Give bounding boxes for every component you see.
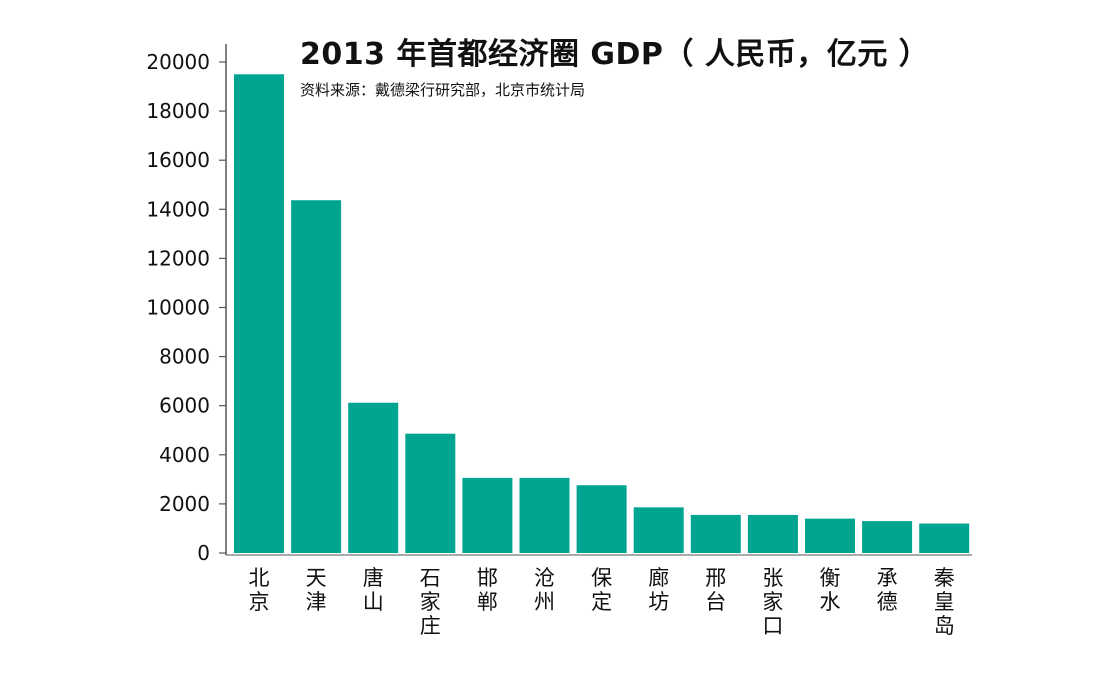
x-tick-label: 北京 (249, 566, 270, 614)
y-tick-label: 12000 (146, 246, 210, 270)
x-tick-label: 邯郸 (477, 566, 498, 614)
bar-1 (291, 200, 342, 554)
chart-subtitle: 资料来源：戴德梁行研究部，北京市统计局 (300, 81, 586, 99)
x-tick-label: 天津 (306, 566, 327, 614)
y-tick-label: 20000 (146, 50, 210, 74)
x-tick-label: 沧州 (534, 566, 555, 614)
y-tick-label: 18000 (146, 99, 210, 123)
title-block: 2013 年首都经济圈 GDP（ 人民币，亿元 ） 资料来源：戴德梁行研究部，北… (300, 38, 929, 99)
bar-11 (862, 521, 913, 553)
bar-12 (919, 523, 970, 553)
bar-8 (690, 514, 741, 553)
y-tick-label: 2000 (159, 492, 210, 516)
y-tick-label: 6000 (159, 394, 210, 418)
y-tick-label: 4000 (159, 443, 210, 467)
x-tick-label: 张家口 (762, 566, 783, 638)
y-ticks: 0 2000 4000 6000 8000 10000 12000 14000 16000 180… (146, 50, 226, 565)
x-tick-label: 廊坊 (648, 566, 669, 614)
y-tick-label: 10000 (146, 296, 210, 320)
bar-10 (805, 518, 855, 553)
x-tick-label: 承德 (877, 566, 898, 614)
x-tick-label: 衡水 (820, 566, 841, 614)
bar-6 (576, 485, 627, 553)
y-tick-label: 8000 (159, 345, 210, 369)
bar-9 (747, 514, 798, 553)
y-tick-label: 14000 (146, 197, 210, 221)
x-tick-label: 保定 (591, 566, 612, 614)
x-tick-label: 石家庄 (420, 566, 441, 638)
bar-0 (234, 74, 284, 554)
bar-5 (519, 477, 570, 553)
bar-2 (348, 402, 399, 553)
bars (234, 74, 970, 554)
y-tick-label: 16000 (146, 148, 210, 172)
x-tick-label: 秦皇岛 (934, 566, 955, 638)
x-tick-label: 邢台 (705, 566, 726, 614)
bar-4 (462, 477, 513, 553)
y-tick-label: 0 (197, 541, 210, 565)
chart-title: 2013 年首都经济圈 GDP（ 人民币，亿元 ） (300, 37, 930, 72)
bar-7 (633, 507, 684, 553)
bar-3 (405, 433, 456, 553)
x-tick-label: 唐山 (363, 566, 384, 614)
